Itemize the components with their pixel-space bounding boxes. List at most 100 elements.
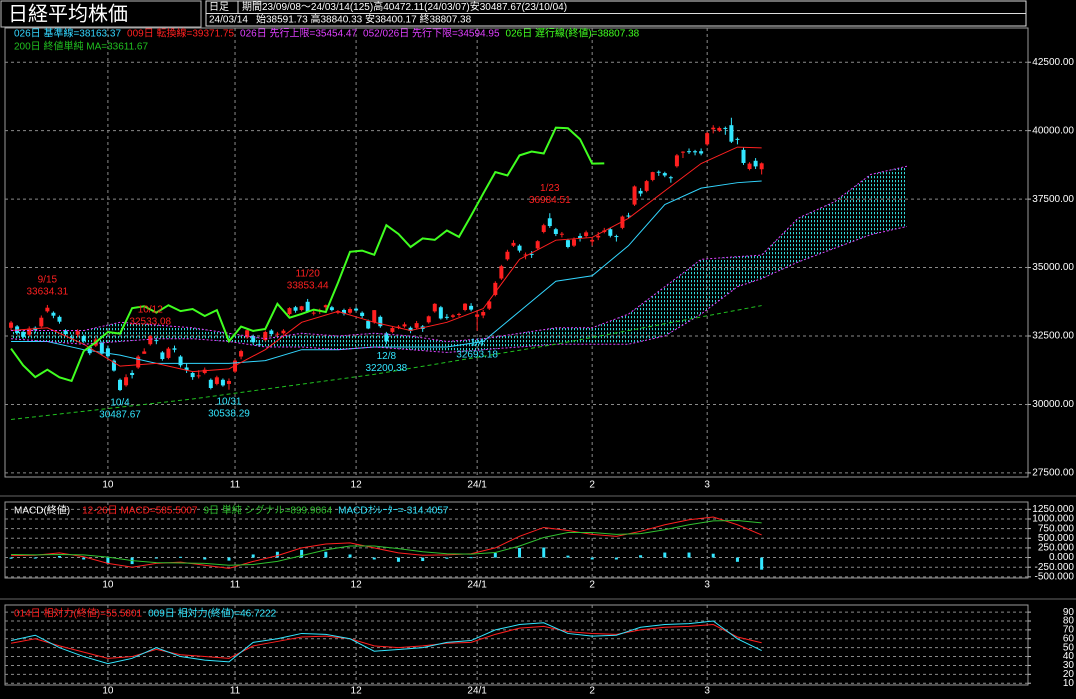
candle-body — [69, 337, 74, 339]
annotation-date: 1/23 — [540, 183, 560, 194]
candle-body — [275, 333, 280, 335]
candle-body — [390, 328, 395, 332]
candle-body — [372, 310, 377, 323]
y-tick-label: 0.000 — [1049, 552, 1074, 563]
y-tick-label: 27500.00 — [1032, 468, 1074, 479]
y-tick-label: 500.000 — [1038, 533, 1075, 544]
candle-body — [354, 308, 359, 311]
histogram-bar — [300, 549, 304, 558]
histogram-bar — [251, 554, 255, 558]
candle-body — [541, 225, 546, 232]
candle-body — [263, 332, 268, 341]
histogram-bar — [493, 552, 497, 558]
candle-body — [287, 308, 292, 315]
candle-body — [366, 320, 371, 329]
annotation-date: 9/15 — [38, 275, 58, 286]
candle-body — [214, 377, 219, 384]
y-tick-label: 40 — [1063, 651, 1075, 662]
candle-body — [596, 235, 601, 238]
histogram-bar — [566, 555, 570, 558]
candle-body — [402, 324, 407, 327]
candle-body — [729, 125, 734, 142]
candle-body — [160, 352, 165, 360]
candle-body — [136, 356, 141, 368]
candle-body — [414, 323, 419, 328]
candle-body — [172, 348, 177, 350]
candle-body — [196, 375, 201, 377]
candle-body — [626, 215, 631, 217]
candle-body — [21, 331, 26, 337]
histogram-bar — [275, 551, 279, 558]
y-tick-label: 32500.00 — [1032, 331, 1074, 342]
candle-body — [463, 303, 468, 310]
candle-body — [475, 314, 480, 317]
candle-body — [511, 242, 516, 246]
chart-title: 日経平均株価 — [8, 2, 128, 26]
candle-body — [656, 171, 661, 173]
annotation-date: 12/8 — [377, 351, 397, 362]
candle-body — [281, 330, 286, 334]
candle-body — [305, 301, 310, 312]
series-line — [11, 516, 762, 569]
legend-entry: 200日 終値単純 MA=33611.67 — [14, 40, 148, 53]
ichimoku-cloud — [11, 166, 907, 353]
candle-body — [220, 379, 225, 386]
annotation-date: 10/4 — [110, 398, 130, 409]
candle-body — [9, 322, 14, 328]
candle-body — [130, 372, 135, 376]
y-tick-label: 50 — [1063, 642, 1075, 653]
annotation-value: 33853.44 — [287, 281, 329, 292]
histogram-bar — [348, 554, 352, 558]
candle-body — [529, 253, 534, 255]
histogram-bar — [9, 557, 13, 559]
candle-body — [293, 307, 298, 311]
candle-body — [27, 328, 32, 335]
candle-body — [251, 336, 256, 343]
histogram-bar — [542, 547, 546, 558]
candle-body — [523, 254, 528, 256]
candle-body — [620, 216, 625, 228]
histogram-bar — [396, 557, 400, 562]
series-line — [11, 146, 762, 373]
legend-entry: 026日 遅行線(終値)=38807.38 — [506, 27, 640, 40]
histogram-bar — [663, 552, 667, 558]
candle-body — [499, 266, 504, 279]
candle-body — [329, 307, 334, 311]
legend-entry: 009日 転換線=39371.75 — [127, 27, 234, 40]
current-ohlc: 始38591.73 高38840.33 安38400.17 終38807.38 — [256, 13, 472, 26]
legend-entry: 026日 先行上限=35454.47 — [240, 27, 357, 40]
candle-body — [693, 151, 698, 153]
candle-body — [81, 336, 86, 342]
candle-body — [408, 327, 413, 331]
y-tick-label: 40000.00 — [1032, 125, 1074, 136]
candle-body — [590, 239, 595, 242]
y-tick-label: 250.000 — [1038, 543, 1075, 554]
plot-area — [5, 502, 1028, 578]
candle-body — [239, 351, 244, 357]
candle-body — [426, 316, 431, 323]
candle-body — [341, 309, 346, 314]
candle-body — [348, 309, 353, 313]
candle-body — [226, 380, 231, 384]
histogram-bar — [735, 557, 739, 562]
candle-body — [668, 177, 673, 179]
y-tick-label: 10 — [1063, 678, 1075, 689]
title-box — [0, 0, 202, 28]
histogram-bar — [614, 557, 618, 560]
y-tick-label: 42500.00 — [1032, 57, 1074, 68]
y-tick-label: 80 — [1063, 616, 1075, 627]
x-tick-label: 10 — [102, 580, 114, 591]
annotation-date: 10/31 — [216, 396, 241, 407]
panel-frame — [4, 501, 1029, 579]
candle-body — [644, 181, 649, 191]
histogram-bar — [518, 547, 522, 558]
candle-body — [553, 229, 558, 234]
histogram-bar — [106, 557, 110, 564]
x-tick-label: 24/1 — [467, 686, 487, 697]
x-tick-label: 3 — [704, 686, 710, 697]
y-tick-label: 750.000 — [1038, 523, 1075, 534]
candle-body — [481, 311, 486, 316]
annotation-value: 32533.08 — [129, 317, 171, 328]
x-tick-label: 2 — [589, 580, 595, 591]
legend-entry: 014日 相対力(終値)=55.5801 — [14, 607, 143, 620]
